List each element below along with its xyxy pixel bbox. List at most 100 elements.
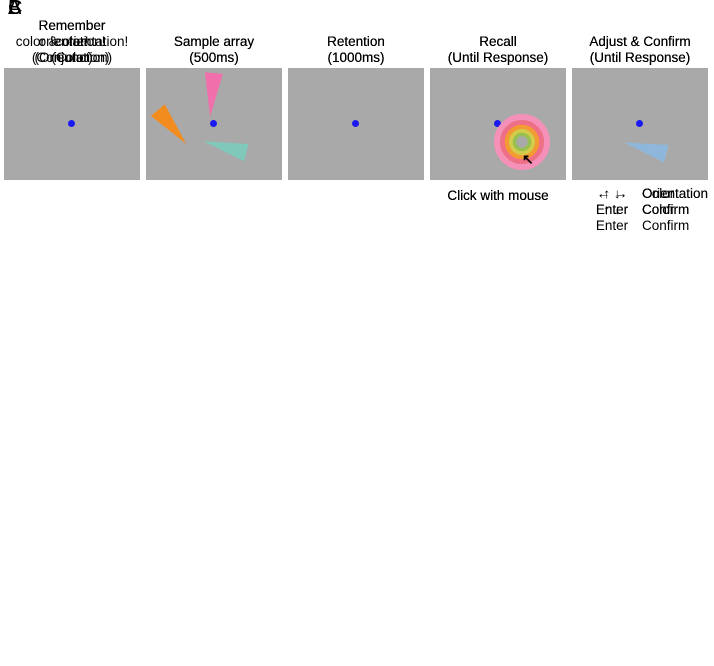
- task-instruction-title: Remember color! (Color): [4, 14, 140, 66]
- fixation-dot: [210, 120, 217, 127]
- sample-array-title: Sample array (500ms): [146, 14, 282, 66]
- title-line: (500ms): [189, 50, 239, 65]
- title-line: Retention: [327, 34, 385, 49]
- sample-array-title: Sample array (500ms): [146, 14, 282, 66]
- key-glyphs: Enter: [595, 202, 629, 217]
- key-action: Confirm: [642, 202, 690, 217]
- row-label: A: [8, 0, 22, 19]
- recall-title: Recall (Until Response): [430, 14, 566, 66]
- key-action: Color: [642, 202, 675, 217]
- retention-panel: [288, 68, 424, 180]
- key-glyphs: ← →: [596, 186, 628, 201]
- key-instructions: ← → Orientation ↑ ↓ Color Enter Confirm: [590, 186, 708, 234]
- title-line: Recall: [479, 34, 517, 49]
- key-glyphs: ↑ ↓: [603, 202, 621, 217]
- mouse-cursor-icon: ↖: [522, 151, 534, 167]
- retention-title: Retention (1000ms): [288, 14, 424, 66]
- key-instruction-row: Enter Confirm: [590, 202, 689, 218]
- title-line: (Until Response): [447, 50, 549, 65]
- title-line: (1000ms): [327, 50, 385, 65]
- adjust-confirm-title: Adjust & Confirm (Until Response): [572, 14, 708, 66]
- title-line: (Until Response): [447, 50, 549, 65]
- key-instruction-row: Enter Confirm: [590, 218, 708, 234]
- title-line: (500ms): [189, 50, 239, 65]
- key-action: Orientation: [642, 186, 709, 201]
- key-instruction-row: ← → Orientation: [590, 186, 708, 202]
- key-glyphs: ↑ ↓: [603, 186, 621, 201]
- fixation-dot: [636, 120, 643, 127]
- fixation-panel: [4, 68, 140, 180]
- trial-row-conjunction: C Remember color & orientation! (Conjunc…: [0, 0, 714, 233]
- title-line: Sample array: [173, 34, 255, 49]
- title-line: orientation!: [38, 34, 106, 49]
- key-glyphs: ← →: [596, 186, 628, 201]
- title-line: Adjust & Confirm: [589, 34, 691, 49]
- fixation-dot: [494, 120, 501, 127]
- recall-title: Recall (Until Response): [430, 14, 566, 66]
- recall-title: Recall (Until Response): [430, 14, 566, 66]
- adjust-confirm-panel: [572, 68, 708, 180]
- title-line: Remember: [38, 18, 106, 33]
- title-line: (Until Response): [589, 50, 691, 65]
- title-line: Recall: [479, 34, 517, 49]
- color-wheel: [494, 114, 550, 170]
- title-line: Adjust & Confirm: [589, 34, 691, 49]
- title-line: (Color): [51, 50, 93, 65]
- title-line: Remember: [38, 18, 106, 33]
- triangle-shape: [204, 72, 223, 117]
- title-line: (500ms): [189, 50, 239, 65]
- key-action: Confirm: [642, 202, 690, 217]
- fixation-dot: [352, 120, 359, 127]
- title-line: (Conjunction): [31, 50, 113, 65]
- triangle-shape: [203, 141, 249, 162]
- triangle-shape: [150, 104, 187, 144]
- retention-title: Retention (1000ms): [288, 14, 424, 66]
- sample-triangle: [150, 104, 187, 144]
- triangle-shape: [623, 142, 669, 163]
- sample-triangle: [203, 141, 249, 162]
- key-instructions: ↑ ↓ Color Enter Confirm: [590, 186, 689, 218]
- key-action: Color: [642, 186, 675, 201]
- title-line: Retention: [327, 34, 385, 49]
- row-label: C: [8, 0, 23, 19]
- adjust-triangle: [623, 142, 669, 163]
- title-line: Retention: [327, 34, 385, 49]
- key-instructions: ← → Orientation Enter Confirm: [590, 186, 708, 218]
- key-instruction-row: ↑ ↓ Color: [590, 202, 708, 218]
- task-instruction-title: Remember color & orientation! (Conjuncti…: [4, 14, 140, 66]
- fixation-dot: [68, 120, 75, 127]
- key-glyphs: Enter: [595, 218, 629, 233]
- adjust-confirm-title: Adjust & Confirm (Until Response): [572, 14, 708, 66]
- sample-triangle: [204, 72, 223, 117]
- row-label: B: [8, 0, 22, 19]
- title-line: Adjust & Confirm: [589, 34, 691, 49]
- click-with-mouse-caption: Click with mouse: [447, 188, 549, 203]
- title-line: (Until Response): [589, 50, 691, 65]
- adjust-confirm-title: Adjust & Confirm (Until Response): [572, 14, 708, 66]
- click-with-mouse-caption: Click with mouse: [447, 188, 549, 203]
- title-line: (Orientation): [34, 50, 110, 65]
- sample-array-title: Sample array (500ms): [146, 14, 282, 66]
- title-line: color & orientation!: [15, 34, 129, 49]
- title-line: Recall: [479, 34, 517, 49]
- key-instruction-row: Enter Confirm: [590, 202, 708, 218]
- task-instruction-title: Remember orientation! (Orientation): [4, 14, 140, 66]
- recall-panel: ↖: [430, 68, 566, 180]
- title-line: Sample array: [173, 34, 255, 49]
- title-line: (Until Response): [447, 50, 549, 65]
- key-glyphs: Enter: [595, 202, 629, 217]
- retention-title: Retention (1000ms): [288, 14, 424, 66]
- title-line: color!: [55, 34, 89, 49]
- key-action: Orientation: [642, 186, 709, 201]
- key-instruction-row: ↑ ↓ Color: [590, 186, 689, 202]
- title-line: (1000ms): [327, 50, 385, 65]
- title-line: Sample array: [173, 34, 255, 49]
- title-line: (Until Response): [589, 50, 691, 65]
- title-line: Remember: [38, 18, 106, 33]
- sample-array-panel: [146, 68, 282, 180]
- title-line: (1000ms): [327, 50, 385, 65]
- key-instruction-row: ← → Orientation: [590, 186, 708, 202]
- key-action: Confirm: [642, 218, 690, 233]
- click-with-mouse-caption: Click with mouse: [447, 188, 549, 203]
